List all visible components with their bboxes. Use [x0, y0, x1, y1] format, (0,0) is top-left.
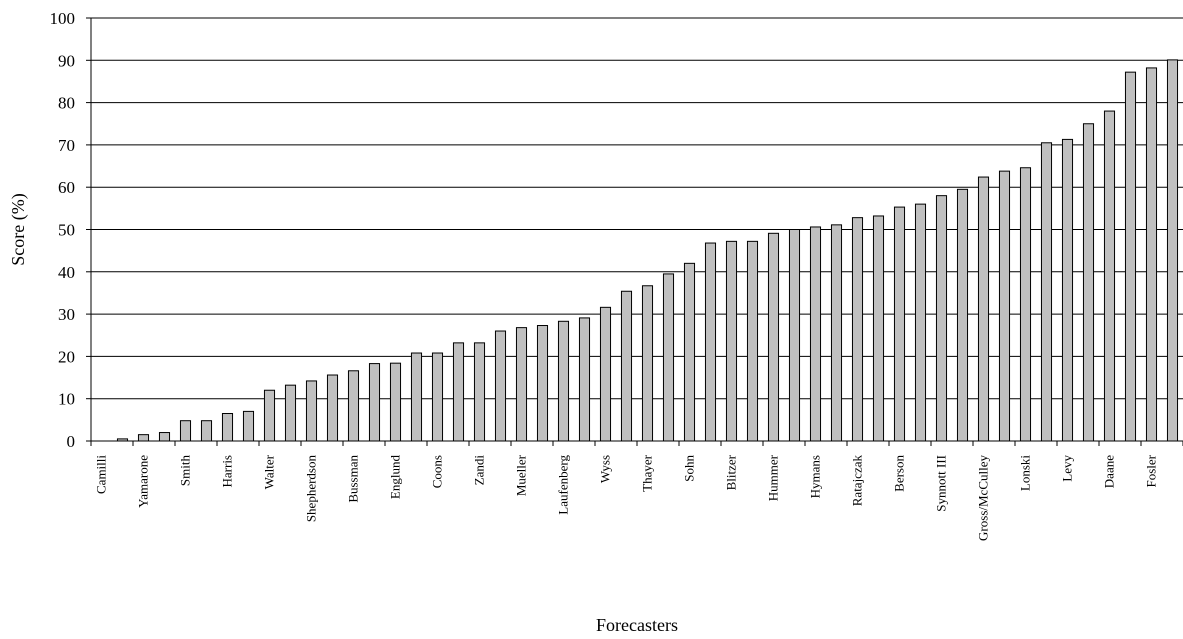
bar	[578, 317, 591, 442]
bar	[158, 432, 171, 442]
x-tick-label: Bussman	[346, 455, 361, 503]
bar	[452, 342, 465, 442]
x-tick-label: Walter	[262, 454, 277, 489]
x-tick-label: Blitzer	[724, 454, 739, 490]
bar	[998, 170, 1011, 442]
bar	[1040, 142, 1053, 442]
x-tick-label: Levy	[1060, 455, 1075, 482]
bar	[746, 240, 759, 442]
bar	[200, 420, 213, 442]
bar	[494, 330, 507, 442]
x-tick-label: Coons	[430, 455, 445, 488]
y-tick-label: 80	[58, 94, 75, 113]
x-tick-label: Hummer	[766, 454, 781, 501]
bar	[935, 195, 948, 442]
bar	[1145, 67, 1158, 442]
bar	[305, 380, 318, 442]
bar	[137, 434, 150, 442]
y-tick-label: 50	[58, 221, 75, 240]
x-axis-title: Forecasters	[596, 615, 678, 635]
x-tick-label: Wyss	[598, 455, 613, 483]
bar	[914, 203, 927, 442]
bar	[1124, 71, 1137, 442]
y-tick-label: 70	[58, 136, 75, 155]
x-tick-label: Thayer	[640, 454, 655, 491]
bar	[809, 226, 822, 442]
bar	[242, 410, 255, 442]
bar	[872, 215, 885, 442]
x-tick-label: Englund	[388, 455, 403, 500]
x-tick-label: Daane	[1102, 455, 1117, 488]
y-tick-label: 40	[58, 263, 75, 282]
bar	[221, 413, 234, 442]
x-tick-label: Lonski	[1018, 455, 1033, 492]
bar	[431, 352, 444, 442]
bar	[830, 224, 843, 442]
x-tick-label: Fosler	[1144, 454, 1159, 487]
x-tick-label: Gross/McCulley	[976, 455, 991, 541]
bars	[116, 59, 1179, 442]
x-tick-label: Camilli	[94, 455, 109, 494]
y-tick-labels: 0 10 20 30 40 50 60 70 80 90 100	[50, 9, 91, 451]
bar	[179, 420, 192, 442]
x-tick-label: Zandi	[472, 455, 487, 486]
x-tick-label: Hymans	[808, 455, 823, 498]
bar	[725, 240, 738, 442]
bar	[1082, 123, 1095, 442]
x-tick-label: Smith	[178, 455, 193, 487]
x-tick-label: Ratajczak	[850, 455, 865, 507]
y-tick-label: 30	[58, 305, 75, 324]
bar	[1019, 167, 1032, 442]
bar	[599, 306, 612, 442]
bar	[641, 285, 654, 442]
y-tick-label: 10	[58, 390, 75, 409]
bar	[1061, 138, 1074, 442]
bar	[263, 389, 276, 442]
x-tick-label: Mueller	[514, 454, 529, 496]
bar	[683, 262, 696, 442]
x-tick-label: Synnott III	[934, 455, 949, 512]
bar	[956, 188, 969, 442]
y-tick-label: 90	[58, 51, 75, 70]
bar	[347, 370, 360, 442]
bar	[1103, 110, 1116, 442]
bar	[851, 217, 864, 442]
bar	[767, 232, 780, 442]
bar	[662, 273, 675, 442]
y-tick-label: 20	[58, 347, 75, 366]
x-tick-label: Yamarone	[136, 455, 151, 508]
bar	[704, 242, 717, 442]
bar	[326, 374, 339, 442]
bar	[368, 363, 381, 442]
bar	[977, 176, 990, 442]
y-tick-label: 60	[58, 178, 75, 197]
bar	[557, 320, 570, 442]
bar	[473, 342, 486, 442]
x-tick-label: Harris	[220, 455, 235, 488]
bar	[410, 352, 423, 442]
bar	[515, 327, 528, 442]
bar	[788, 229, 801, 442]
y-tick-label: 0	[67, 432, 76, 451]
bar	[893, 206, 906, 442]
bar	[389, 362, 402, 442]
bar	[284, 384, 297, 442]
bar	[620, 290, 633, 442]
x-tick-label: Shepherdson	[304, 455, 319, 523]
gridlines	[91, 17, 1183, 400]
bar	[1166, 59, 1179, 442]
y-tick-label: 100	[50, 9, 76, 28]
x-tick-label: Sohn	[682, 455, 697, 482]
x-tick-label: Berson	[892, 455, 907, 492]
x-tick-labels: Camilli Yamarone Smith Harris Walter Shepherd…	[90, 441, 1183, 541]
x-tick-label: Laufenberg	[556, 455, 571, 515]
bar	[536, 325, 549, 442]
y-axis-title: Score (%)	[8, 193, 29, 265]
